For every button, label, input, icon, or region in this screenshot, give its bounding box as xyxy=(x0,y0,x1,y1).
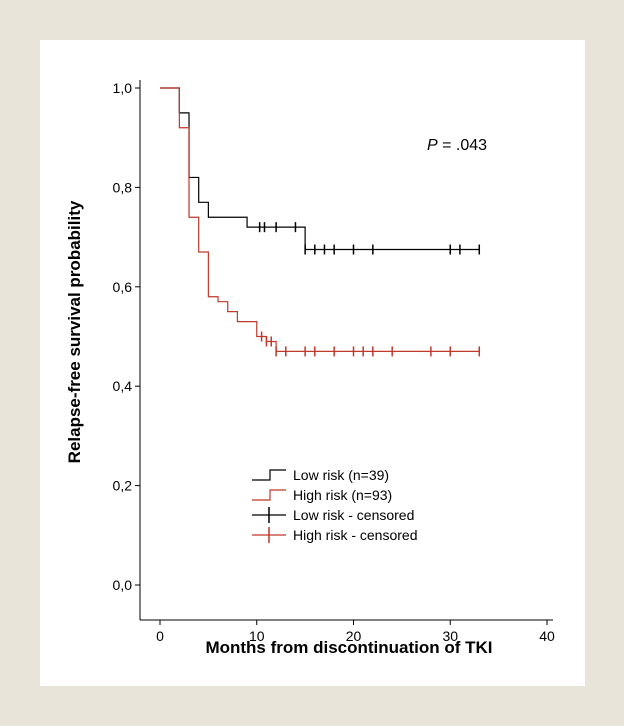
x-tick-label: 40 xyxy=(539,628,555,644)
y-tick-label: 0,6 xyxy=(113,279,133,295)
x-tick-label: 10 xyxy=(249,628,265,644)
x-tick-label: 0 xyxy=(156,628,164,644)
y-tick-label: 0,4 xyxy=(113,378,133,394)
x-tick-label: 30 xyxy=(442,628,458,644)
survival-curves xyxy=(160,87,480,353)
p-value-symbol: P xyxy=(427,137,438,154)
p-value-annotation: P = .043 xyxy=(427,137,487,154)
legend-label: High risk (n=93) xyxy=(293,487,392,503)
legend-label: High risk - censored xyxy=(293,527,418,543)
y-tick-label: 1,0 xyxy=(113,80,133,96)
p-value-text: = .043 xyxy=(438,137,487,154)
legend-label: Low risk (n=39) xyxy=(293,467,389,483)
x-tick-label: 20 xyxy=(346,628,362,644)
series-line-1 xyxy=(160,87,480,353)
legend: Low risk (n=39) High risk (n=93) Low risk … xyxy=(252,467,418,543)
y-tick-label: 0,8 xyxy=(113,179,133,195)
x-axis-label: Months from discontinuation of TKI xyxy=(205,638,492,657)
series-line-0 xyxy=(160,87,480,251)
km-chart: 0,0 0,2 0,4 0,6 0,8 1,0 0 10 20 30 40 P = .043 Mon… xyxy=(65,80,555,657)
chart-panel: 0,0 0,2 0,4 0,6 0,8 1,0 0 10 20 30 40 P = .043 Mon… xyxy=(40,40,585,686)
axes: 0,0 0,2 0,4 0,6 0,8 1,0 0 10 20 30 40 xyxy=(113,80,555,644)
legend-label: Low risk - censored xyxy=(293,507,414,523)
y-tick-label: 0,0 xyxy=(113,577,133,593)
legend-symbol-step xyxy=(252,489,286,501)
legend-symbol-step xyxy=(252,469,286,481)
censor-marks xyxy=(258,222,481,357)
y-axis-label: Relapse-free survival probability xyxy=(65,200,84,463)
y-tick-label: 0,2 xyxy=(113,478,133,494)
